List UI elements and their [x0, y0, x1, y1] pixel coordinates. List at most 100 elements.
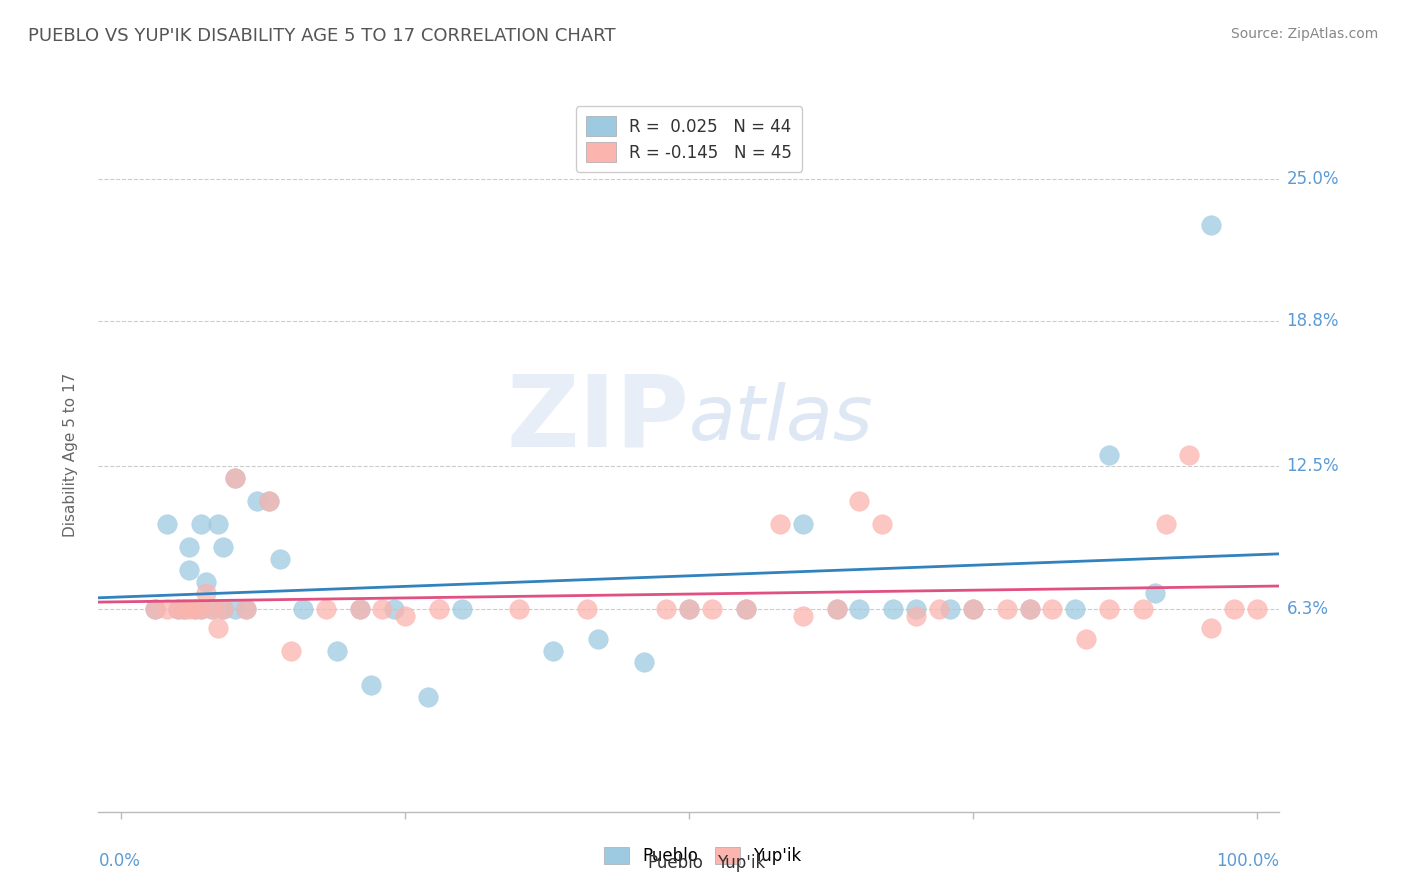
Point	[184, 602, 207, 616]
Point	[541, 643, 564, 657]
Point	[962, 602, 984, 616]
Point	[167, 602, 190, 616]
Point	[173, 602, 195, 616]
Point	[700, 602, 723, 616]
Point	[905, 602, 928, 616]
Point	[575, 602, 598, 616]
Point	[450, 602, 472, 616]
Point	[201, 602, 224, 616]
Point	[678, 602, 700, 616]
Point	[848, 494, 870, 508]
Point	[586, 632, 609, 646]
Point	[173, 602, 195, 616]
Text: ZIP: ZIP	[506, 371, 689, 467]
Point	[280, 643, 302, 657]
Point	[1018, 602, 1040, 616]
Point	[825, 602, 848, 616]
Point	[224, 471, 246, 485]
Point	[224, 471, 246, 485]
Text: 6.3%: 6.3%	[1286, 600, 1329, 618]
Point	[155, 516, 177, 531]
Point	[190, 516, 212, 531]
Point	[939, 602, 962, 616]
Text: PUEBLO VS YUP'IK DISABILITY AGE 5 TO 17 CORRELATION CHART: PUEBLO VS YUP'IK DISABILITY AGE 5 TO 17 …	[28, 27, 616, 45]
Point	[195, 586, 218, 600]
Point	[195, 574, 218, 589]
Point	[246, 494, 269, 508]
Point	[382, 602, 405, 616]
Point	[1132, 602, 1154, 616]
Point	[201, 602, 224, 616]
Point	[349, 602, 371, 616]
Point	[655, 602, 678, 616]
Point	[269, 551, 291, 566]
Point	[224, 602, 246, 616]
Point	[734, 602, 756, 616]
Point	[928, 602, 950, 616]
Point	[508, 602, 530, 616]
Legend: Pueblo, Yup'ik: Pueblo, Yup'ik	[598, 840, 808, 872]
Point	[212, 540, 235, 554]
Legend: R =  0.025   N = 44, R = -0.145   N = 45: R = 0.025 N = 44, R = -0.145 N = 45	[576, 106, 801, 171]
Point	[1154, 516, 1177, 531]
Point	[769, 516, 792, 531]
Point	[1201, 218, 1223, 232]
Point	[1076, 632, 1098, 646]
Point	[143, 602, 166, 616]
Point	[678, 602, 700, 616]
Point	[427, 602, 450, 616]
Point	[349, 602, 371, 616]
Point	[207, 621, 229, 635]
Point	[212, 602, 235, 616]
Text: 18.8%: 18.8%	[1286, 312, 1339, 330]
Point	[184, 602, 207, 616]
Point	[848, 602, 870, 616]
Point	[326, 643, 349, 657]
Point	[1098, 602, 1121, 616]
Point	[734, 602, 756, 616]
Point	[315, 602, 337, 616]
Point	[207, 516, 229, 531]
Point	[633, 655, 655, 669]
Point	[179, 563, 201, 577]
Point	[371, 602, 394, 616]
Point	[1177, 448, 1199, 462]
Point	[962, 602, 984, 616]
Point	[905, 609, 928, 624]
Text: Yup'ik: Yup'ik	[717, 855, 765, 872]
Point	[179, 540, 201, 554]
Text: Source: ZipAtlas.com: Source: ZipAtlas.com	[1230, 27, 1378, 41]
Text: Pueblo: Pueblo	[647, 855, 703, 872]
Point	[882, 602, 904, 616]
Point	[143, 602, 166, 616]
Text: 0.0%: 0.0%	[98, 852, 141, 870]
Y-axis label: Disability Age 5 to 17: Disability Age 5 to 17	[63, 373, 77, 537]
Point	[291, 602, 314, 616]
Point	[1098, 448, 1121, 462]
Point	[995, 602, 1018, 616]
Point	[394, 609, 416, 624]
Point	[1064, 602, 1087, 616]
Point	[190, 602, 212, 616]
Point	[179, 602, 201, 616]
Point	[1201, 621, 1223, 635]
Point	[360, 678, 382, 692]
Text: atlas: atlas	[689, 383, 873, 456]
Point	[167, 602, 190, 616]
Text: 12.5%: 12.5%	[1286, 458, 1339, 475]
Point	[416, 690, 439, 704]
Text: 100.0%: 100.0%	[1216, 852, 1279, 870]
Point	[155, 602, 177, 616]
Point	[257, 494, 280, 508]
Point	[1223, 602, 1246, 616]
Point	[235, 602, 257, 616]
Point	[1018, 602, 1040, 616]
Point	[212, 602, 235, 616]
Point	[792, 516, 814, 531]
Text: 25.0%: 25.0%	[1286, 169, 1339, 187]
Point	[792, 609, 814, 624]
Point	[1246, 602, 1268, 616]
Point	[870, 516, 893, 531]
Point	[235, 602, 257, 616]
Point	[1040, 602, 1063, 616]
